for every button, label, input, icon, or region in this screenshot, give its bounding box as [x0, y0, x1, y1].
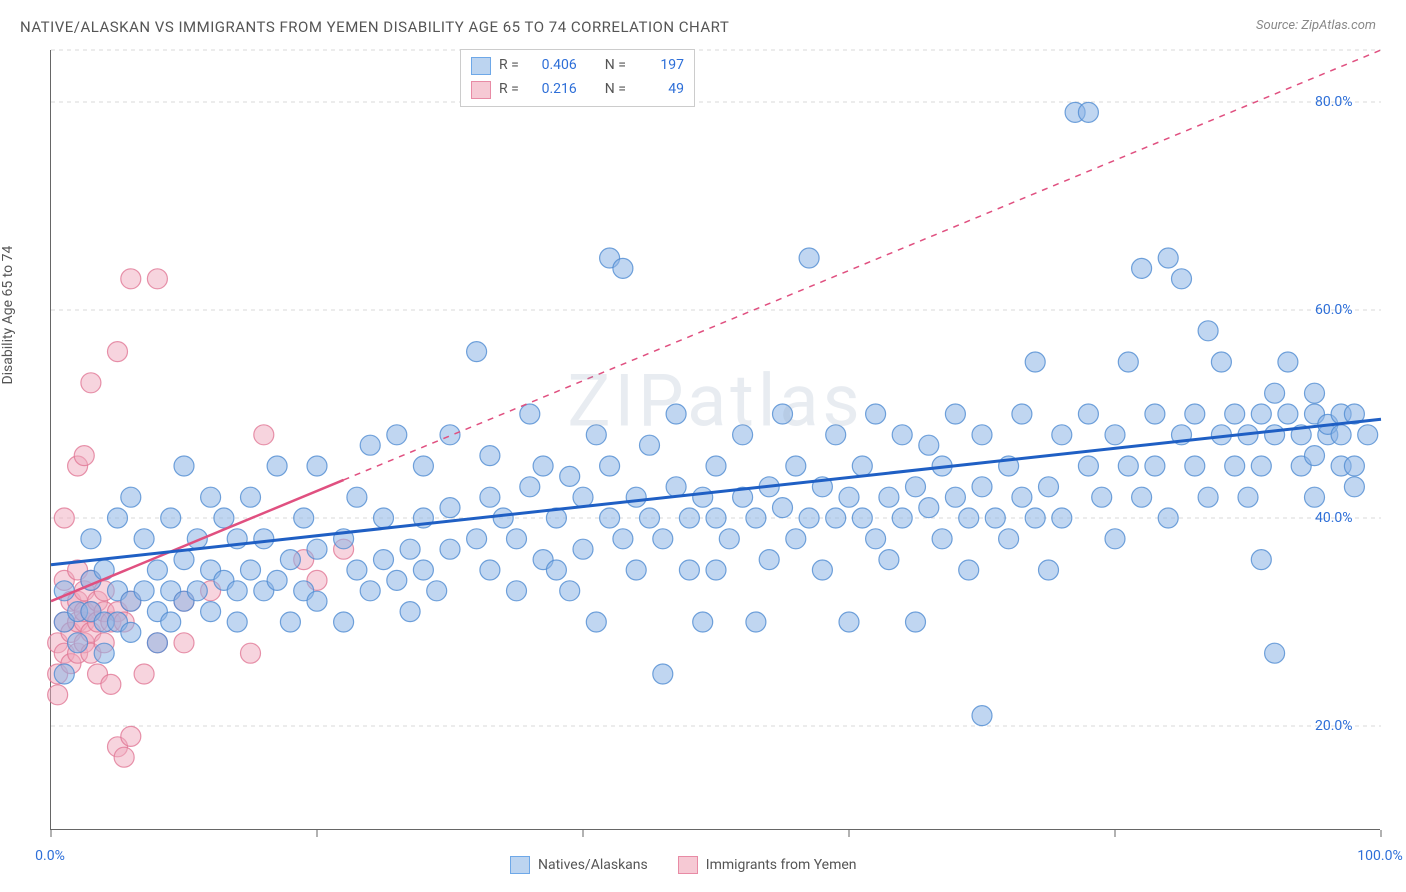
- plot-svg: [51, 50, 1381, 830]
- r-label: R =: [499, 78, 519, 102]
- stat-swatch-blue: [471, 57, 491, 75]
- r-value-blue: 0.406: [527, 54, 577, 78]
- n-value-blue: 197: [634, 54, 684, 78]
- x-tick-label: 0.0%: [35, 848, 65, 864]
- n-label: N =: [605, 78, 626, 102]
- y-tick-label: 60.0%: [1315, 302, 1390, 318]
- chart-title: NATIVE/ALASKAN VS IMMIGRANTS FROM YEMEN …: [20, 18, 729, 36]
- stat-legend: R = 0.406 N = 197 R = 0.216 N = 49: [460, 49, 695, 107]
- n-label: N =: [605, 54, 626, 78]
- y-axis-label: Disability Age 65 to 74: [0, 246, 16, 385]
- bottom-swatch-pink: [678, 856, 698, 874]
- bottom-legend-item-blue: Natives/Alaskans: [510, 856, 648, 874]
- stat-legend-row-blue: R = 0.406 N = 197: [471, 54, 684, 78]
- n-value-pink: 49: [634, 78, 684, 102]
- source-label: Source: ZipAtlas.com: [1256, 18, 1376, 33]
- bottom-legend: Natives/Alaskans Immigrants from Yemen: [510, 856, 857, 874]
- chart-container: NATIVE/ALASKAN VS IMMIGRANTS FROM YEMEN …: [0, 0, 1406, 892]
- y-tick-label: 20.0%: [1315, 718, 1390, 734]
- bottom-legend-label-pink: Immigrants from Yemen: [706, 857, 857, 873]
- bottom-legend-label-blue: Natives/Alaskans: [538, 857, 648, 873]
- r-value-pink: 0.216: [527, 78, 577, 102]
- stat-legend-row-pink: R = 0.216 N = 49: [471, 78, 684, 102]
- bottom-swatch-blue: [510, 856, 530, 874]
- bottom-legend-item-pink: Immigrants from Yemen: [678, 856, 857, 874]
- stat-swatch-pink: [471, 81, 491, 99]
- x-tick-label: 100.0%: [1357, 848, 1402, 864]
- r-label: R =: [499, 54, 519, 78]
- y-tick-label: 40.0%: [1315, 510, 1390, 526]
- y-tick-label: 80.0%: [1315, 94, 1390, 110]
- plot-area: ZIPatlas: [50, 50, 1380, 830]
